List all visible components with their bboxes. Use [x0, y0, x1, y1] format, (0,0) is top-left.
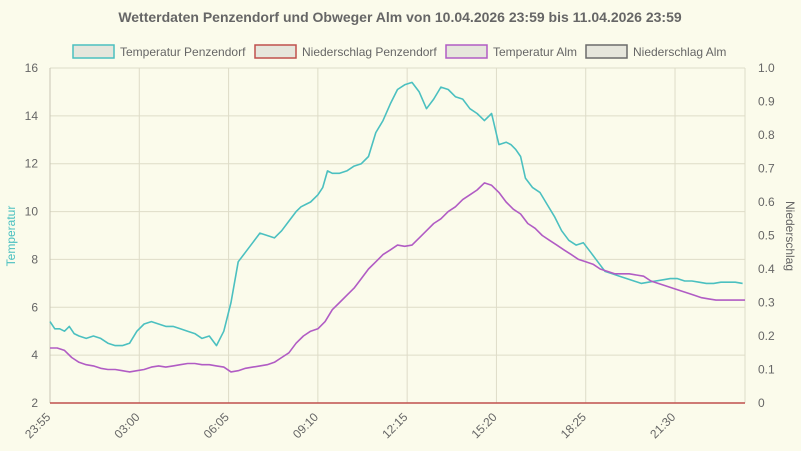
y-right-tick-label: 0.8	[758, 128, 775, 142]
legend-label: Niederschlag Penzendorf	[302, 45, 437, 59]
chart-title: Wetterdaten Penzendorf und Obweger Alm v…	[118, 9, 682, 25]
legend-swatch	[72, 44, 115, 59]
y-right-tick-label: 0.1	[758, 363, 775, 377]
x-tick-label: 21:30	[647, 410, 678, 441]
y-left-tick-label: 6	[31, 300, 38, 314]
x-tick-label: 18:25	[558, 410, 589, 441]
y-right-tick-label: 1.0	[758, 61, 775, 75]
series-lines	[49, 81, 745, 404]
y-right-tick-label: 0.6	[758, 195, 775, 209]
y-right-tick-label: 0	[758, 396, 765, 410]
y-left-tick-label: 14	[25, 109, 39, 123]
y-right-tick-label: 0.5	[758, 229, 775, 243]
y-axis-right-ticks: 1.0 0.9 0.8 0.7 0.6 0.5 0.4 0.3 0.2 0.1 0	[758, 61, 775, 410]
x-tick-label: 23:55	[22, 410, 53, 441]
legend: Temperatur Penzendorf Niederschlag Penzen…	[72, 44, 726, 59]
y-left-tick-label: 16	[25, 61, 39, 75]
legend-label: Niederschlag Alm	[633, 45, 726, 59]
legend-label: Temperatur Alm	[493, 45, 577, 59]
legend-swatch	[254, 44, 297, 59]
x-tick-label: 12:15	[379, 410, 410, 441]
x-tick-label: 06:05	[201, 410, 232, 441]
y-right-tick-label: 0.7	[758, 162, 775, 176]
grid-lines	[49, 67, 746, 404]
x-tick-label: 15:20	[469, 410, 500, 441]
x-tick-label: 03:00	[111, 410, 142, 441]
y-right-tick-label: 0.9	[758, 95, 775, 109]
y-left-tick-label: 8	[31, 252, 38, 266]
series-line-temperatur-penzendorf	[49, 81, 743, 347]
y-left-tick-label: 4	[31, 348, 38, 362]
y-left-tick-label: 2	[31, 396, 38, 410]
x-axis-ticks: 23:55 03:00 06:05 09:10 12:15 15:20 18:25 21:30	[22, 410, 678, 441]
y-axis-left-label: Temperatur	[4, 206, 18, 267]
legend-swatch	[445, 44, 488, 59]
series-line-temperatur-alm	[50, 182, 745, 373]
y-right-tick-label: 0.4	[758, 262, 775, 276]
y-axis-left-ticks: 16 14 12 10 8 6 4 2	[25, 61, 39, 410]
y-axis-right-label: Niederschlag	[783, 201, 797, 271]
legend-swatch	[585, 44, 628, 59]
y-right-tick-label: 0.2	[758, 329, 775, 343]
legend-label: Temperatur Penzendorf	[120, 45, 246, 59]
y-left-tick-label: 12	[25, 157, 39, 171]
y-left-tick-label: 10	[25, 205, 39, 219]
x-tick-label: 09:10	[290, 410, 321, 441]
y-right-tick-label: 0.3	[758, 296, 775, 310]
